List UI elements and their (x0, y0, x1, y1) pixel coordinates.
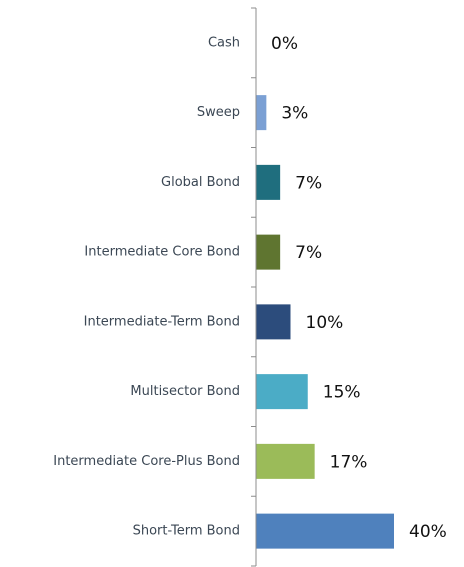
data-label: 3% (281, 104, 308, 124)
axis-ticks (251, 7, 256, 567)
bar (256, 443, 315, 479)
data-label: 15% (323, 383, 361, 403)
category-label: Cash (208, 35, 240, 50)
data-label: 40% (409, 522, 447, 542)
category-labels: Cash Sweep Global Bond Intermediate Core Bo… (53, 35, 240, 538)
bar (256, 95, 267, 131)
bar (256, 234, 281, 270)
value-labels: 0% 3% 7% 7% 10% 15% 17% 40% (271, 34, 447, 542)
category-label: Short-Term Bond (133, 524, 240, 539)
bar (256, 304, 291, 340)
bar (256, 374, 308, 410)
category-label: Sweep (197, 105, 240, 120)
category-label: Global Bond (161, 175, 240, 190)
data-label: 10% (306, 313, 344, 333)
category-label: Intermediate Core-Plus Bond (53, 454, 240, 469)
data-label: 17% (330, 452, 368, 472)
data-label: 7% (295, 173, 322, 193)
data-label: 0% (271, 34, 298, 54)
data-label: 7% (295, 243, 322, 263)
category-label: Intermediate-Term Bond (84, 314, 240, 329)
category-label: Intermediate Core Bond (84, 245, 240, 260)
category-label: Multisector Bond (130, 384, 240, 399)
bar (256, 164, 281, 200)
bar (256, 513, 394, 549)
bars-group (256, 95, 394, 549)
